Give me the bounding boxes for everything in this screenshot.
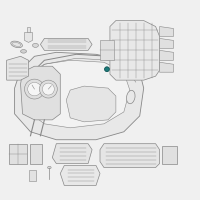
- Polygon shape: [25, 32, 32, 42]
- Circle shape: [28, 82, 41, 96]
- Ellipse shape: [127, 90, 135, 104]
- Polygon shape: [100, 40, 114, 60]
- Circle shape: [39, 80, 57, 98]
- Polygon shape: [160, 50, 173, 60]
- Polygon shape: [7, 56, 29, 80]
- Polygon shape: [9, 144, 27, 164]
- Polygon shape: [40, 38, 92, 50]
- Ellipse shape: [48, 166, 51, 169]
- Ellipse shape: [11, 41, 22, 48]
- Polygon shape: [27, 27, 30, 32]
- Polygon shape: [21, 66, 60, 120]
- Polygon shape: [25, 60, 130, 128]
- Polygon shape: [160, 62, 173, 72]
- Polygon shape: [110, 21, 160, 80]
- Polygon shape: [160, 38, 173, 48]
- Polygon shape: [162, 146, 177, 164]
- Circle shape: [42, 83, 54, 95]
- Ellipse shape: [32, 43, 38, 47]
- Polygon shape: [100, 144, 160, 168]
- Polygon shape: [160, 27, 173, 36]
- Polygon shape: [60, 166, 100, 185]
- Circle shape: [25, 79, 44, 99]
- Polygon shape: [29, 170, 36, 181]
- Polygon shape: [30, 144, 42, 164]
- Polygon shape: [15, 52, 144, 140]
- Ellipse shape: [21, 50, 27, 53]
- Circle shape: [105, 67, 109, 72]
- Polygon shape: [52, 144, 92, 164]
- Polygon shape: [66, 86, 116, 122]
